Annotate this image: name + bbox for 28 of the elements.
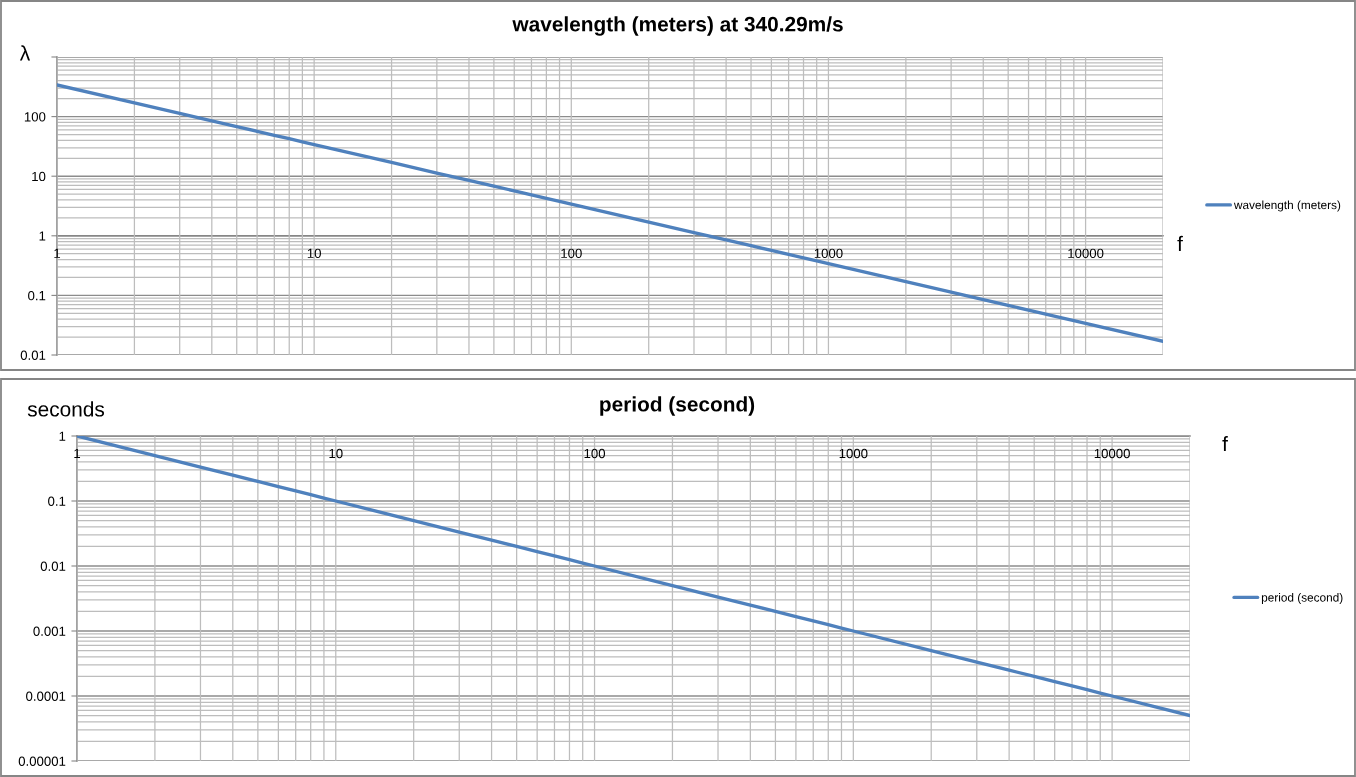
x-tick-label: 1000 <box>839 448 868 459</box>
x-tick-label: 1000 <box>814 248 843 258</box>
x-axis-title: f <box>1222 436 1228 452</box>
y-tick-label: 0.1 <box>48 496 66 506</box>
x-tick-label: 100 <box>561 248 582 258</box>
chart-title: wavelength (meters) at 340.29m/s <box>512 16 843 36</box>
chart-title: period (second) <box>600 396 755 416</box>
y-tick-label: 0.1 <box>28 290 46 301</box>
y-axis-title: seconds <box>27 401 105 417</box>
x-tick-label: 10000 <box>1068 248 1104 258</box>
y-tick-label: 0.0001 <box>26 691 66 701</box>
y-tick-label: 1 <box>39 231 46 241</box>
x-axis-title: f <box>1177 235 1183 251</box>
y-tick-label: 10 <box>32 171 46 182</box>
y-tick-label: 100 <box>24 112 46 122</box>
y-tick-label: 1 <box>59 431 66 441</box>
y-tick-label: 0.00001 <box>18 756 66 766</box>
y-tick-label: 0.01 <box>20 350 46 360</box>
y-tick-label: 0.01 <box>40 561 66 571</box>
x-tick-label: 1 <box>74 448 81 459</box>
y-axis-title: λ <box>19 45 31 61</box>
legend-label: period (second) <box>1261 593 1343 604</box>
x-tick-label: 10 <box>329 448 343 459</box>
x-tick-label: 100 <box>584 448 606 459</box>
x-tick-label: 10000 <box>1094 448 1130 459</box>
y-tick-label: 0.001 <box>33 626 66 636</box>
legend-label: wavelength (meters) <box>1233 200 1341 212</box>
x-tick-label: 10 <box>307 248 321 258</box>
